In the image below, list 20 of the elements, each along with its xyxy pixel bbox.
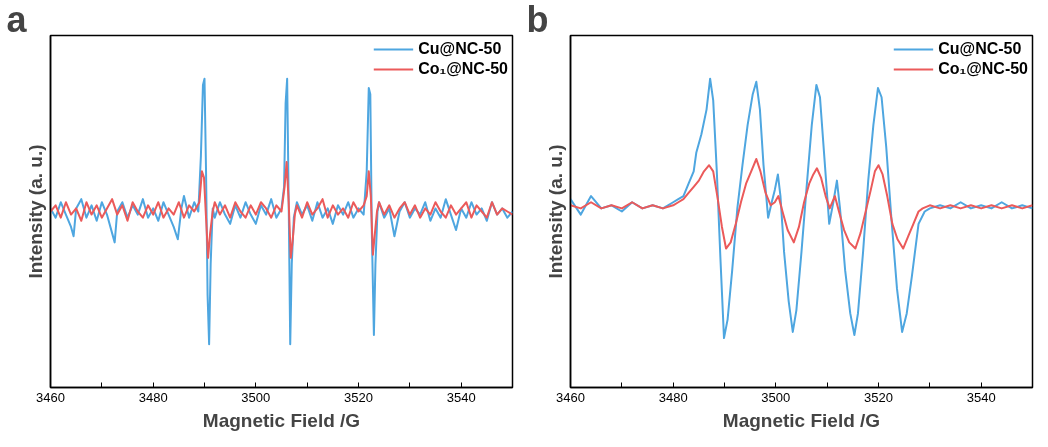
chart-title: b <box>526 0 549 40</box>
x-tick-label: 3520 <box>344 389 373 405</box>
x-tick-label: 3460 <box>36 389 65 405</box>
legend-label: Co₁@NC-50 <box>418 60 508 78</box>
legend-label: Cu@NC-50 <box>418 40 502 58</box>
x-tick-label: 3460 <box>556 389 585 405</box>
x-tick-label: 3500 <box>761 389 791 405</box>
x-tick-label: 3520 <box>864 389 893 405</box>
y-axis-title: Intensity (a. u.) <box>544 144 566 279</box>
legend-label: Co₁@NC-50 <box>938 60 1028 78</box>
x-tick-label: 3480 <box>658 389 688 405</box>
legend-label: Cu@NC-50 <box>938 40 1022 58</box>
x-tick-label: 3540 <box>966 389 996 405</box>
chart-title: a <box>6 0 28 40</box>
x-tick-label: 3540 <box>446 389 476 405</box>
x-tick-label: 3480 <box>138 389 168 405</box>
y-axis-title: Intensity (a. u.) <box>24 144 46 279</box>
x-axis-title: Magnetic Field /G <box>202 409 361 431</box>
x-tick-label: 3500 <box>241 389 271 405</box>
x-axis-title: Magnetic Field /G <box>722 409 881 431</box>
